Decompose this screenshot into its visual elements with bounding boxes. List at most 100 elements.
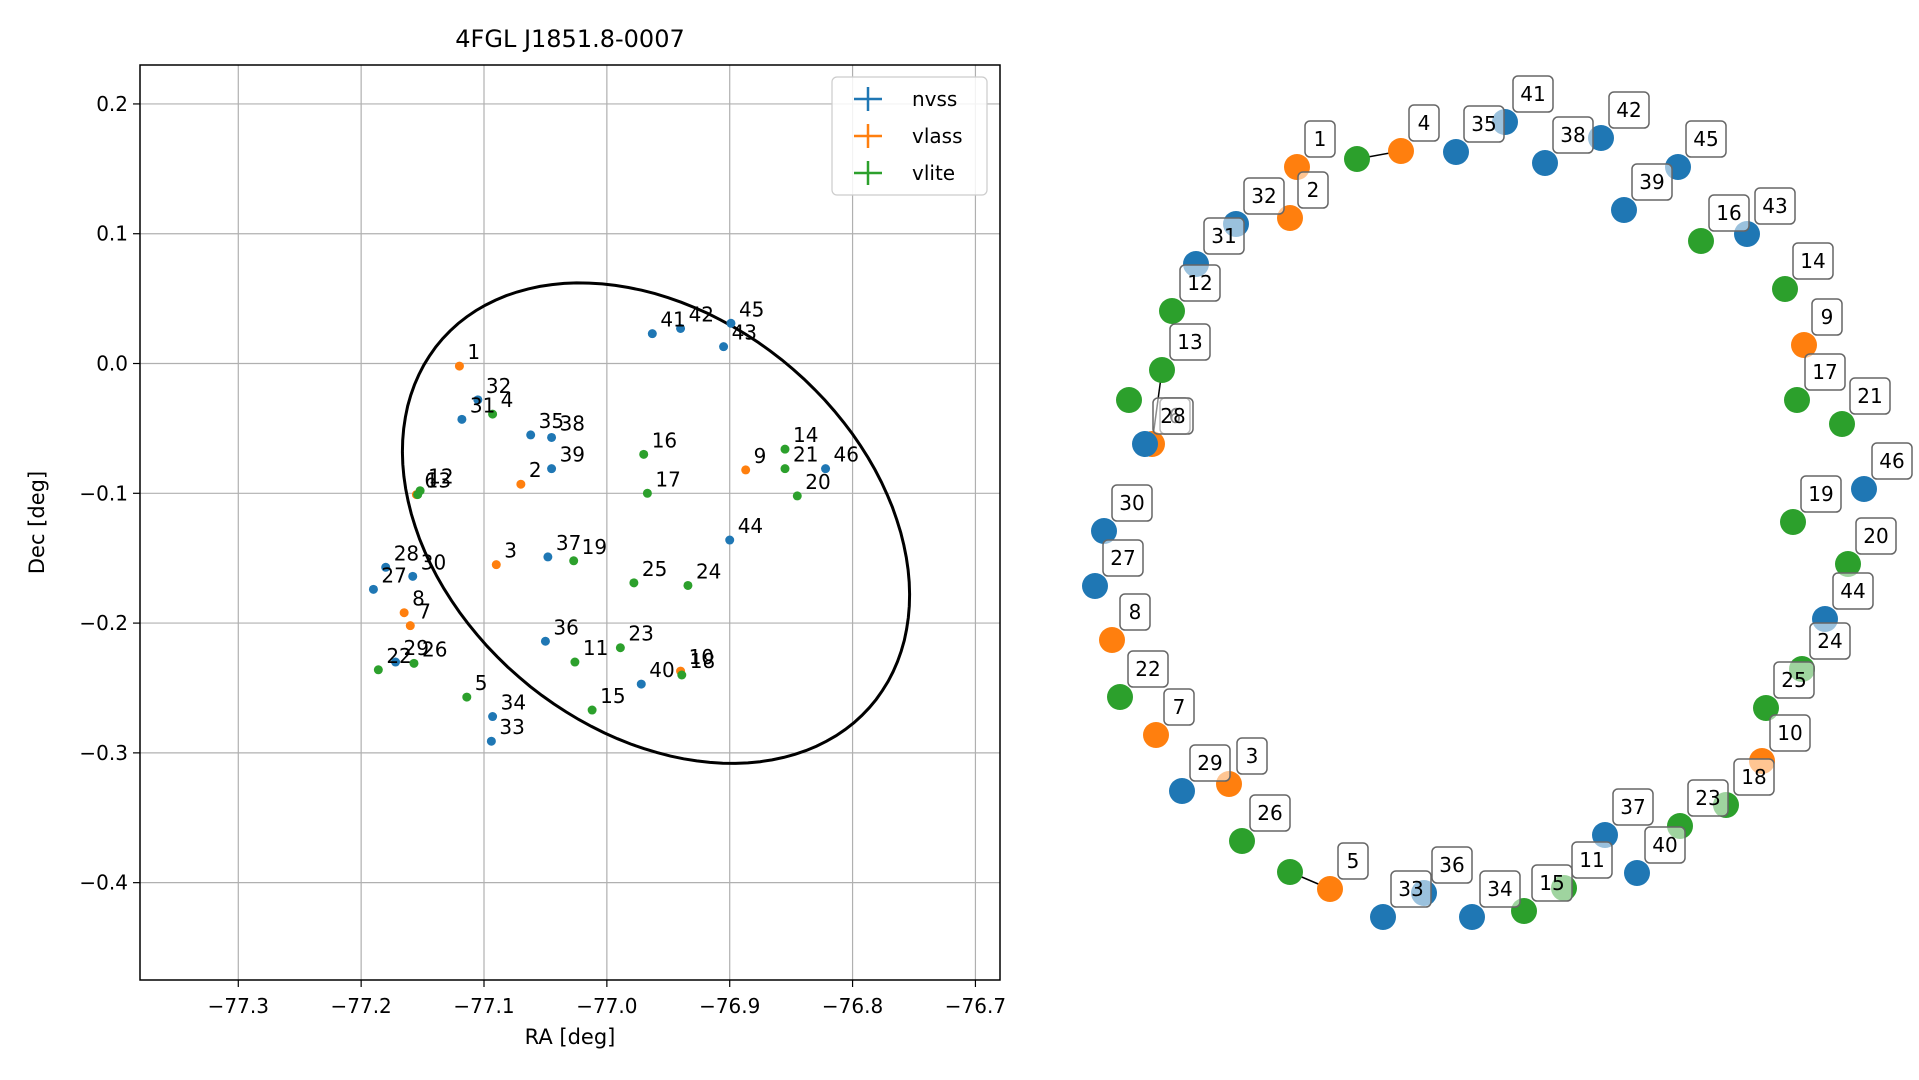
point-label: 2 bbox=[529, 458, 542, 482]
point-vlass-2 bbox=[516, 479, 526, 489]
ring-label-41: 41 bbox=[1512, 75, 1554, 113]
ring-label-box bbox=[1243, 177, 1285, 215]
ring-label-box bbox=[1531, 864, 1573, 902]
ring-label-text: 16 bbox=[1716, 201, 1741, 225]
legend-label-vlite: vlite bbox=[912, 161, 955, 185]
point-label: 22 bbox=[386, 644, 411, 668]
ring-label-text: 2 bbox=[1307, 178, 1320, 202]
ring-label-17: 17 bbox=[1804, 353, 1846, 391]
legend-label-nvss: nvss bbox=[912, 87, 957, 111]
point-label: 46 bbox=[834, 443, 859, 467]
point-label: 5 bbox=[475, 671, 488, 695]
y-tick-label: −0.1 bbox=[79, 481, 128, 505]
point-vlite-17 bbox=[642, 488, 652, 498]
ring-node-4 bbox=[1388, 138, 1414, 164]
ring-label-text: 35 bbox=[1471, 112, 1496, 136]
ring-label-box bbox=[1111, 484, 1153, 522]
point-vlite-15 bbox=[587, 705, 597, 715]
ring-label-30: 30 bbox=[1111, 484, 1153, 522]
point-label: 34 bbox=[501, 691, 526, 715]
point-label: 24 bbox=[696, 559, 721, 583]
x-tick-label: −76.7 bbox=[945, 994, 1006, 1018]
ring-label-text: 4 bbox=[1418, 111, 1431, 135]
ring-label-text: 27 bbox=[1110, 546, 1135, 570]
ring-node-29 bbox=[1169, 778, 1195, 804]
ring-label-40: 40 bbox=[1644, 826, 1686, 864]
point-label: 8 bbox=[412, 587, 425, 611]
point-label: 15 bbox=[600, 684, 625, 708]
x-tick-label: −76.9 bbox=[699, 994, 760, 1018]
ring-label-text: 41 bbox=[1520, 82, 1545, 106]
ring-label-10: 10 bbox=[1769, 714, 1811, 752]
ring-label-text: 5 bbox=[1347, 849, 1360, 873]
ring-label-box bbox=[1102, 539, 1144, 577]
ring-node-8 bbox=[1099, 627, 1125, 653]
source-ring-chart: 1234567891011121314151617181920212223242… bbox=[1082, 75, 1913, 930]
point-nvss-40 bbox=[636, 679, 646, 689]
x-tick-label: −77.2 bbox=[330, 994, 391, 1018]
ring-node-39 bbox=[1611, 197, 1637, 223]
ring-node-13 bbox=[1149, 357, 1175, 383]
ring-node-5 bbox=[1317, 876, 1343, 902]
point-nvss-32 bbox=[473, 395, 483, 405]
x-tick-label: −76.8 bbox=[822, 994, 883, 1018]
ring-label-text: 32 bbox=[1251, 184, 1276, 208]
ring-label-text: 7 bbox=[1173, 695, 1186, 719]
point-nvss-44 bbox=[725, 535, 735, 545]
point-label: 21 bbox=[793, 443, 818, 467]
point-vlite-19 bbox=[569, 556, 579, 566]
ring-label-text: 8 bbox=[1129, 600, 1142, 624]
ring-node-17 bbox=[1784, 387, 1810, 413]
ring-label-box bbox=[1631, 163, 1673, 201]
ring-label-text: 40 bbox=[1652, 833, 1677, 857]
ring-label-box bbox=[1809, 622, 1851, 660]
ring-label-27: 27 bbox=[1102, 539, 1144, 577]
point-nvss-34 bbox=[488, 712, 498, 722]
point-label: 38 bbox=[560, 411, 585, 435]
point-nvss-35 bbox=[526, 430, 536, 440]
point-label: 19 bbox=[582, 535, 607, 559]
ring-label-3: 3 bbox=[1236, 737, 1268, 775]
ring-label-29: 29 bbox=[1189, 744, 1231, 782]
point-vlite-25 bbox=[629, 578, 639, 588]
point-vlite-22 bbox=[373, 665, 383, 675]
ring-label-text: 24 bbox=[1817, 629, 1842, 653]
ring-label-text: 17 bbox=[1812, 360, 1837, 384]
ring-label-46: 46 bbox=[1871, 442, 1913, 480]
ring-label-box bbox=[1800, 475, 1842, 513]
ring-node-14 bbox=[1772, 276, 1798, 302]
ring-label-box bbox=[1179, 264, 1221, 302]
ring-node-9 bbox=[1791, 332, 1817, 358]
ring-label-4: 4 bbox=[1408, 104, 1440, 142]
ring-label-text: 21 bbox=[1857, 384, 1882, 408]
ring-label-box bbox=[1552, 116, 1594, 154]
ring-label-box bbox=[1189, 744, 1231, 782]
ring-node-35 bbox=[1443, 139, 1469, 165]
ring-label-text: 43 bbox=[1762, 194, 1787, 218]
point-vlass-7 bbox=[405, 621, 415, 631]
ring-label-box bbox=[1871, 442, 1913, 480]
ring-label-31: 31 bbox=[1203, 217, 1245, 255]
point-label: 16 bbox=[652, 428, 677, 452]
ring-label-box bbox=[1804, 353, 1846, 391]
point-nvss-42 bbox=[676, 323, 686, 333]
ring-label-5: 5 bbox=[1337, 842, 1369, 880]
ring-label-box bbox=[1687, 779, 1729, 817]
ring-label-22: 22 bbox=[1127, 650, 1169, 688]
ring-node-7 bbox=[1143, 722, 1169, 748]
ring-label-box bbox=[1811, 298, 1843, 336]
ring-node-46 bbox=[1851, 476, 1877, 502]
ring-label-text: 19 bbox=[1808, 482, 1833, 506]
ring-label-21: 21 bbox=[1849, 377, 1891, 415]
ring-label-text: 25 bbox=[1781, 668, 1806, 692]
ring-label-11: 11 bbox=[1571, 841, 1613, 879]
ring-label-box bbox=[1733, 758, 1775, 796]
point-label: 3 bbox=[504, 539, 517, 563]
x-tick-label: −77.1 bbox=[453, 994, 514, 1018]
ring-label-text: 14 bbox=[1800, 249, 1825, 273]
y-tick-label: 0.0 bbox=[96, 352, 128, 376]
ring-labels: 1234567891011121314151617181920212223242… bbox=[1102, 75, 1913, 908]
source-points bbox=[368, 318, 831, 746]
ring-label-text: 29 bbox=[1197, 751, 1222, 775]
